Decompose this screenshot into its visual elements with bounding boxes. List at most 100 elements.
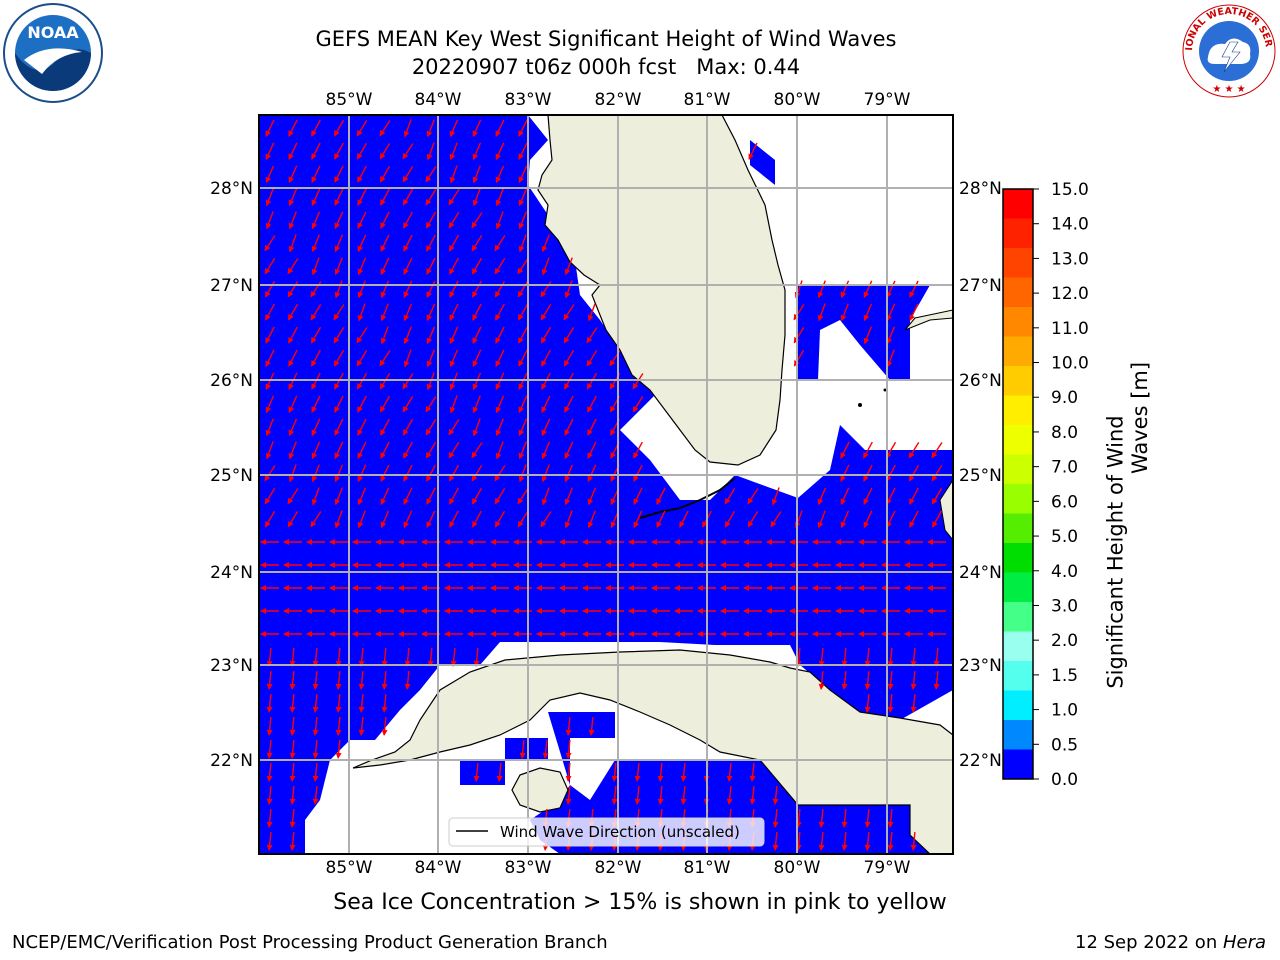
lat-tick-label-right: 27°N xyxy=(959,276,1002,296)
direction-arrow xyxy=(818,647,825,667)
direction-arrow xyxy=(288,188,298,207)
direction-arrow xyxy=(910,831,917,851)
direction-arrow xyxy=(726,762,733,782)
direction-arrow xyxy=(266,647,273,667)
direction-arrow xyxy=(495,303,505,321)
direction-arrow xyxy=(518,142,528,161)
direction-arrow xyxy=(357,418,367,436)
direction-arrow xyxy=(403,119,412,138)
direction-arrow xyxy=(289,693,296,713)
lon-tick-label-top: 85°W xyxy=(326,90,373,110)
direction-arrow xyxy=(471,234,483,252)
direction-arrow xyxy=(517,258,529,275)
direction-arrow xyxy=(519,739,526,759)
direction-arrow xyxy=(517,280,529,298)
direction-arrow xyxy=(793,304,805,321)
direction-arrow xyxy=(357,280,366,299)
colorbar-segment xyxy=(1003,366,1033,396)
direction-arrow xyxy=(334,211,344,230)
direction-arrow xyxy=(357,303,366,322)
direction-arrow xyxy=(403,303,413,322)
colorbar-tick-label: 15.0 xyxy=(1051,180,1089,200)
direction-arrow xyxy=(287,258,299,275)
legend-label: Wind Wave Direction (unscaled) xyxy=(500,823,740,841)
wind-wave-direction-arrows xyxy=(260,119,946,851)
direction-arrow xyxy=(311,119,321,137)
direction-arrow xyxy=(472,142,482,161)
direction-arrow xyxy=(887,670,894,690)
direction-arrow xyxy=(334,257,343,276)
direction-arrow xyxy=(380,464,390,483)
direction-arrow xyxy=(266,808,273,828)
lat-tick-label-right: 25°N xyxy=(959,466,1002,486)
direction-arrow xyxy=(494,280,506,298)
lat-tick-label-left: 27°N xyxy=(210,276,253,296)
colorbar-segment xyxy=(1003,690,1033,721)
colorbar-segment xyxy=(1003,336,1033,367)
map-legend: Wind Wave Direction (unscaled) xyxy=(448,817,765,847)
direction-arrow xyxy=(310,511,322,528)
direction-arrow xyxy=(518,234,527,253)
colorbar-title-line1: Significant Height of Wind xyxy=(1104,415,1129,689)
direction-arrow xyxy=(864,647,871,667)
direction-arrow xyxy=(334,487,343,506)
direction-arrow xyxy=(333,304,345,321)
direction-arrow xyxy=(287,488,299,505)
direction-arrow xyxy=(863,510,873,529)
lat-tick-label-left: 26°N xyxy=(210,371,253,391)
direction-arrow xyxy=(772,831,779,851)
direction-arrow xyxy=(818,831,825,851)
direction-arrow xyxy=(564,280,573,299)
lon-tick-label-bottom: 83°W xyxy=(505,858,552,878)
direction-arrow xyxy=(357,464,367,483)
direction-arrow xyxy=(541,418,551,437)
direction-arrow xyxy=(310,326,322,344)
direction-arrow xyxy=(518,165,528,184)
direction-arrow xyxy=(473,762,480,782)
direction-arrow xyxy=(587,487,597,506)
direction-arrow xyxy=(633,464,643,482)
direction-arrow xyxy=(264,465,276,482)
direction-arrow xyxy=(909,510,919,528)
direction-arrow xyxy=(771,487,780,506)
colorbar-segment xyxy=(1003,720,1033,750)
direction-arrow xyxy=(289,670,296,690)
direction-arrow xyxy=(358,647,365,667)
footer-date-text: 12 Sep 2022 on xyxy=(1075,932,1223,953)
direction-arrow xyxy=(265,119,275,138)
direction-arrow xyxy=(495,165,505,184)
colorbar: 15.0 14.0 13.0 12.0 11.0 10.0 9.0 8.0 7.0 6.0 5.0 4… xyxy=(1002,180,1089,790)
direction-arrow xyxy=(565,785,572,805)
direction-arrow xyxy=(265,142,275,161)
direction-arrow xyxy=(680,762,687,782)
direction-arrow xyxy=(472,188,481,207)
direction-arrow xyxy=(817,280,826,299)
direction-arrow xyxy=(266,762,273,782)
direction-arrow xyxy=(425,188,437,206)
direction-arrow xyxy=(450,647,457,667)
colorbar-tick-label: 14.0 xyxy=(1051,215,1089,235)
lat-tick-label-right: 23°N xyxy=(959,656,1002,676)
direction-arrow xyxy=(564,418,574,437)
colorbar-tick-label: 1.5 xyxy=(1051,666,1078,686)
direction-arrow xyxy=(287,510,299,528)
direction-arrow xyxy=(908,464,920,482)
direction-arrow xyxy=(335,739,342,759)
direction-arrow xyxy=(266,739,273,759)
direction-arrow xyxy=(425,441,437,459)
direction-arrow xyxy=(311,349,321,367)
direction-arrow xyxy=(724,510,736,528)
direction-arrow xyxy=(587,395,597,413)
direction-arrow xyxy=(311,441,321,460)
lat-tick-label-left: 25°N xyxy=(210,466,253,486)
direction-arrow xyxy=(472,303,482,321)
direction-arrow xyxy=(448,419,460,436)
direction-arrow xyxy=(494,465,506,482)
direction-arrow xyxy=(289,716,296,736)
lat-tick-label-left: 28°N xyxy=(210,179,253,199)
colorbar-segment xyxy=(1003,454,1033,485)
direction-arrow xyxy=(817,487,827,506)
direction-arrow xyxy=(380,487,390,506)
lat-tick-label-left: 24°N xyxy=(210,563,253,583)
